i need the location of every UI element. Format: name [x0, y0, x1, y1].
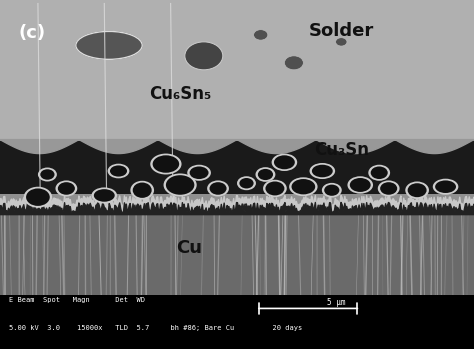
Ellipse shape [368, 165, 390, 181]
Ellipse shape [40, 169, 55, 180]
Ellipse shape [263, 180, 287, 197]
Ellipse shape [58, 182, 75, 195]
Text: E Beam  Spot   Magn      Det  WD: E Beam Spot Magn Det WD [9, 297, 146, 303]
Ellipse shape [312, 165, 333, 177]
Bar [0, 209, 474, 295]
Ellipse shape [108, 164, 129, 178]
Ellipse shape [237, 176, 256, 190]
Ellipse shape [265, 181, 284, 195]
Ellipse shape [310, 163, 335, 179]
Ellipse shape [110, 165, 127, 177]
Text: Cu: Cu [177, 239, 202, 257]
Ellipse shape [433, 179, 458, 195]
Bar [0, 194, 474, 209]
Ellipse shape [274, 155, 295, 169]
Ellipse shape [272, 154, 297, 171]
Ellipse shape [91, 187, 117, 203]
Ellipse shape [322, 183, 342, 198]
Text: Cu₆Sn₅: Cu₆Sn₅ [149, 85, 211, 103]
Circle shape [336, 38, 347, 46]
Ellipse shape [347, 176, 373, 194]
Bar [0, 295, 474, 349]
Text: Solder: Solder [309, 22, 374, 40]
Ellipse shape [26, 188, 50, 206]
Ellipse shape [55, 180, 77, 196]
Ellipse shape [289, 177, 318, 196]
Ellipse shape [371, 166, 388, 179]
Ellipse shape [408, 183, 427, 197]
Ellipse shape [378, 180, 400, 196]
Ellipse shape [150, 154, 182, 174]
Ellipse shape [207, 180, 229, 196]
Ellipse shape [380, 182, 397, 195]
Text: (c): (c) [19, 24, 46, 43]
Ellipse shape [190, 166, 209, 179]
Circle shape [185, 42, 223, 70]
Ellipse shape [405, 181, 429, 199]
Text: 5.00 kV  3.0    15000x   TLD  5.7     bh #86; Bare Cu         20 days: 5.00 kV 3.0 15000x TLD 5.7 bh #86; Bare … [9, 325, 303, 331]
Ellipse shape [255, 167, 275, 182]
Ellipse shape [94, 189, 115, 202]
Bar [0, 0, 474, 140]
Text: Cu₃Sn: Cu₃Sn [314, 141, 369, 159]
Ellipse shape [324, 185, 339, 196]
Ellipse shape [258, 169, 273, 180]
Ellipse shape [350, 178, 371, 192]
Ellipse shape [435, 180, 456, 193]
Ellipse shape [166, 175, 194, 195]
Ellipse shape [38, 168, 57, 181]
Ellipse shape [239, 178, 254, 188]
Text: 5 μm: 5 μm [327, 298, 346, 307]
Ellipse shape [153, 155, 179, 173]
Ellipse shape [292, 179, 315, 194]
Ellipse shape [133, 183, 152, 198]
Ellipse shape [210, 182, 227, 195]
Ellipse shape [24, 187, 52, 208]
Circle shape [254, 30, 268, 40]
Circle shape [284, 56, 303, 70]
Ellipse shape [76, 31, 142, 59]
Ellipse shape [130, 181, 154, 200]
Ellipse shape [187, 165, 211, 181]
Ellipse shape [164, 173, 197, 196]
